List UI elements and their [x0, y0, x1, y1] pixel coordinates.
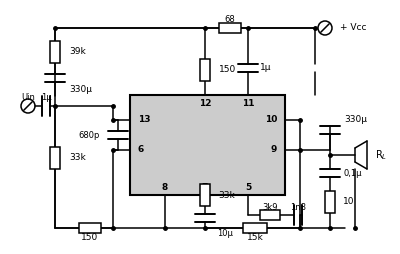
- Bar: [260, 210, 280, 220]
- Text: + Vcc: + Vcc: [340, 24, 366, 33]
- Bar: [130, 95, 285, 195]
- Text: 1n8: 1n8: [290, 202, 306, 212]
- Text: 7: 7: [202, 183, 208, 192]
- Text: 33k: 33k: [218, 190, 235, 199]
- Bar: [50, 41, 60, 63]
- Text: 1μ: 1μ: [260, 64, 272, 72]
- Text: 68: 68: [225, 15, 235, 24]
- Text: Uin: Uin: [21, 92, 35, 102]
- Text: 6: 6: [138, 146, 144, 154]
- Bar: [50, 147, 60, 169]
- Text: R$_L$: R$_L$: [375, 148, 387, 162]
- Text: 680p: 680p: [79, 131, 100, 139]
- Text: 10: 10: [343, 198, 354, 207]
- Text: 330μ: 330μ: [344, 116, 367, 124]
- Bar: [243, 223, 267, 233]
- Text: 10μ: 10μ: [217, 229, 233, 237]
- Text: 330μ: 330μ: [69, 86, 92, 94]
- Bar: [200, 59, 210, 81]
- Text: 33k: 33k: [69, 153, 86, 163]
- Bar: [219, 23, 241, 33]
- Bar: [79, 223, 101, 233]
- Text: 39k: 39k: [69, 47, 86, 56]
- Text: 0,1μ: 0,1μ: [343, 168, 362, 178]
- Text: 10: 10: [265, 116, 277, 124]
- Bar: [325, 191, 335, 213]
- Text: 13: 13: [138, 116, 150, 124]
- Text: 9: 9: [271, 146, 277, 154]
- Text: 150: 150: [81, 233, 99, 243]
- Text: 1μ: 1μ: [41, 92, 51, 102]
- Text: 3k9: 3k9: [262, 202, 278, 212]
- Text: 5: 5: [245, 183, 251, 192]
- Text: 11: 11: [242, 99, 254, 107]
- Bar: [200, 184, 210, 206]
- Text: 12: 12: [199, 99, 211, 107]
- Text: 8: 8: [162, 183, 168, 192]
- Text: 150: 150: [219, 66, 236, 74]
- Text: 15k: 15k: [247, 233, 263, 243]
